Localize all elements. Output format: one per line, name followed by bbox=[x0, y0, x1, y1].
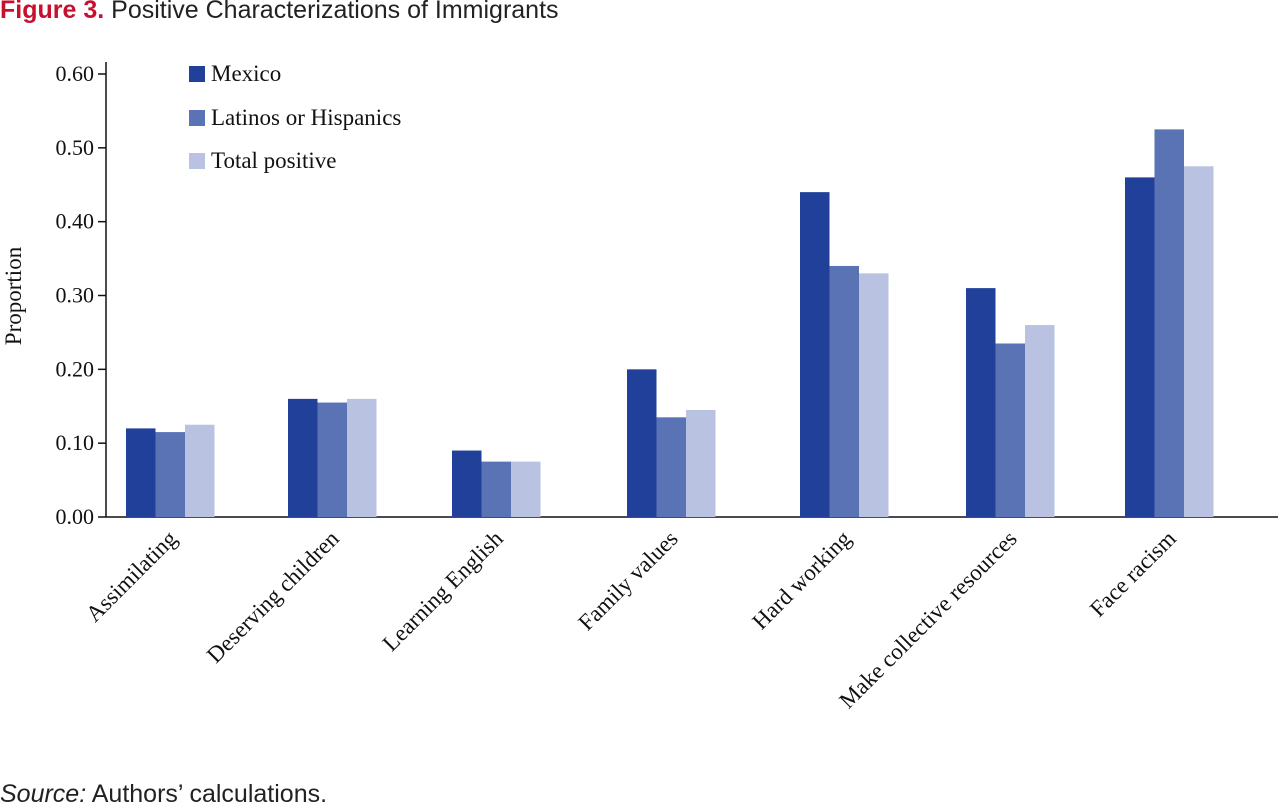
figure-label: Figure 3. bbox=[0, 0, 105, 24]
category-label: Deserving children bbox=[202, 526, 344, 668]
source-label: Source: bbox=[0, 780, 87, 808]
category-label: Family values bbox=[573, 526, 682, 635]
legend-swatch bbox=[189, 153, 205, 169]
bar bbox=[1125, 177, 1155, 517]
bar bbox=[686, 409, 716, 517]
chart-legend: Mexico Latinos or Hispanics Total positive bbox=[189, 61, 401, 173]
bar bbox=[1184, 166, 1214, 517]
chart-bars bbox=[126, 129, 1214, 517]
bar bbox=[1154, 129, 1184, 517]
y-tick-label: 0.40 bbox=[56, 209, 95, 234]
bar bbox=[1025, 325, 1055, 517]
category-label: Hard working bbox=[747, 526, 856, 635]
category-label: Learning English bbox=[378, 526, 508, 656]
y-tick-label: 0.50 bbox=[56, 135, 95, 160]
source-note: Source: Authors’ calculations. bbox=[0, 780, 327, 809]
y-axis-label: Proportion bbox=[1, 246, 26, 345]
y-tick-label: 0.00 bbox=[56, 504, 95, 529]
y-tick-label: 0.20 bbox=[56, 356, 95, 381]
bar bbox=[317, 402, 347, 517]
bar bbox=[656, 417, 686, 517]
legend-label: Mexico bbox=[211, 61, 281, 86]
category-labels: Assimilating Deserving children Learning E… bbox=[81, 526, 1181, 714]
category-label: Make collective resources bbox=[834, 526, 1021, 713]
figure-title: Figure 3. Positive Characterizations of … bbox=[0, 0, 559, 25]
category-label: Face racism bbox=[1085, 526, 1181, 622]
legend-label: Total positive bbox=[211, 148, 337, 173]
y-tick-label: 0.30 bbox=[56, 283, 95, 308]
bar bbox=[627, 369, 657, 517]
bar bbox=[126, 428, 156, 517]
bar bbox=[859, 273, 889, 517]
category-label: Assimilating bbox=[81, 526, 182, 627]
bar bbox=[288, 398, 318, 517]
bar bbox=[829, 265, 859, 517]
legend-label: Latinos or Hispanics bbox=[211, 105, 401, 130]
legend-swatch bbox=[189, 66, 205, 82]
y-tick-label: 0.60 bbox=[56, 61, 95, 86]
bar bbox=[995, 343, 1025, 517]
source-text: Authors’ calculations. bbox=[86, 780, 328, 808]
figure-title-text: Positive Characterizations of Immigrants bbox=[111, 0, 559, 24]
legend-swatch bbox=[189, 110, 205, 126]
chart-axes: 0.00 0.10 0.20 0.30 0.40 0.50 0.60 Proportion bbox=[1, 61, 1278, 529]
y-tick-label: 0.10 bbox=[56, 430, 95, 455]
bar bbox=[185, 424, 215, 517]
bar bbox=[452, 450, 482, 517]
bar bbox=[966, 288, 996, 517]
bar bbox=[800, 192, 830, 517]
bar bbox=[481, 461, 511, 517]
bar bbox=[511, 461, 541, 517]
bar bbox=[155, 432, 185, 517]
bar bbox=[347, 398, 377, 517]
